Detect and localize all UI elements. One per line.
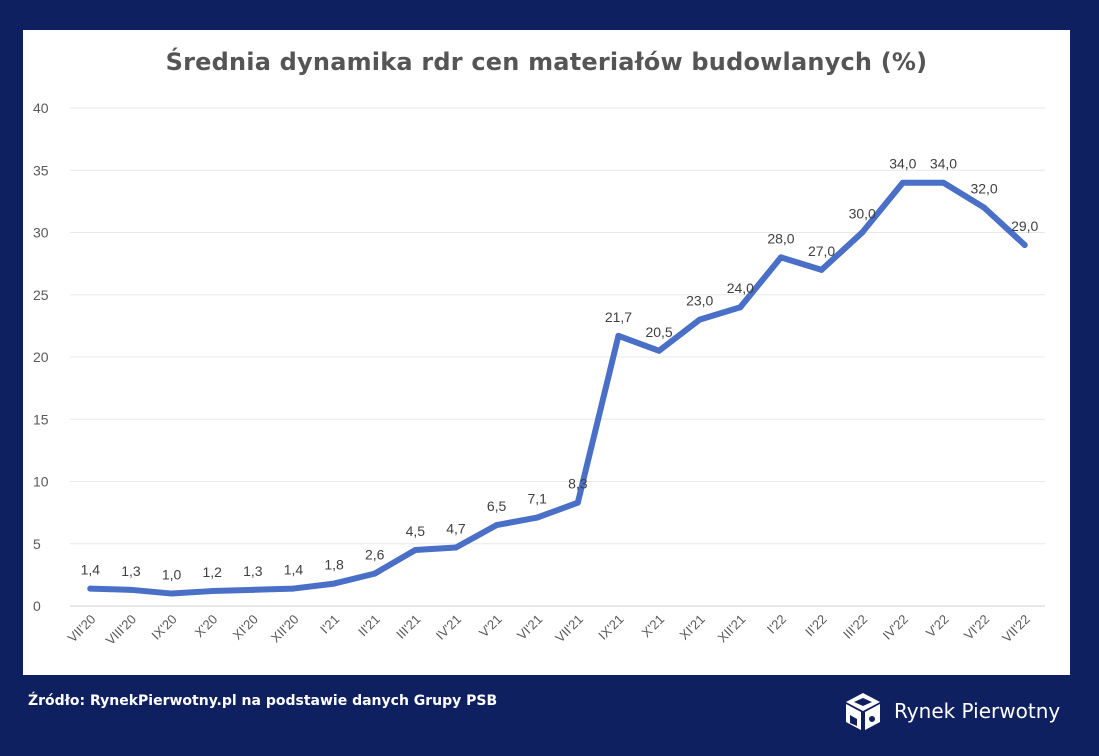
x-tick-label: I'22 — [764, 612, 789, 637]
data-point — [981, 204, 988, 211]
y-tick-label: 10 — [33, 474, 49, 490]
data-point — [615, 332, 622, 339]
data-point — [87, 585, 94, 592]
x-tick-label: III'22 — [840, 612, 870, 642]
data-label: 1,4 — [81, 562, 101, 578]
data-label: 27,0 — [808, 243, 835, 259]
x-tick-label: VII'21 — [552, 612, 586, 646]
data-point — [737, 304, 744, 311]
data-point — [696, 316, 703, 323]
data-point — [656, 347, 663, 354]
data-point — [168, 590, 175, 597]
data-point — [127, 586, 134, 593]
x-tick-label: IV'21 — [433, 612, 464, 643]
data-point — [331, 580, 338, 587]
x-tick-label: V'21 — [476, 612, 505, 641]
data-point — [899, 179, 906, 186]
data-point — [534, 514, 541, 521]
cube-logo-icon — [846, 693, 880, 730]
x-tick-label: V'22 — [923, 612, 952, 641]
data-point — [209, 588, 216, 595]
data-point — [412, 546, 419, 553]
x-tick-label: XI'20 — [230, 612, 261, 643]
y-tick-label: 30 — [33, 225, 49, 241]
x-tick-label: XII'20 — [268, 612, 302, 646]
source-note: Źródło: RynekPierwotny.pl na podstawie d… — [28, 693, 498, 709]
data-label: 1,0 — [162, 567, 182, 583]
y-tick-label: 0 — [33, 598, 41, 614]
y-tick-label: 15 — [33, 411, 49, 427]
data-label: 4,7 — [446, 520, 466, 536]
data-point — [859, 229, 866, 236]
data-label: 1,3 — [243, 563, 263, 579]
y-tick-label: 5 — [33, 536, 41, 552]
data-label: 1,3 — [121, 563, 141, 579]
data-label: 34,0 — [930, 156, 957, 172]
y-tick-label: 35 — [33, 162, 49, 178]
y-tick-label: 40 — [33, 100, 49, 116]
data-point — [493, 522, 500, 529]
line-chart: 0 5 10 15 20 25 30 35 40 VII'20 VIII'20 IX'20 X'20 XI… — [33, 100, 1045, 648]
data-label: 6,5 — [487, 498, 507, 514]
data-label: 28,0 — [767, 230, 794, 246]
data-label: 7,1 — [527, 491, 547, 507]
x-tick-label: VI'22 — [961, 612, 992, 643]
data-point — [818, 266, 825, 273]
data-point — [249, 586, 256, 593]
data-label: 21,7 — [605, 309, 632, 325]
x-tick-label: II'21 — [355, 612, 383, 640]
data-point — [371, 570, 378, 577]
data-point — [290, 585, 297, 592]
x-tick-label: III'21 — [393, 612, 423, 642]
data-label: 1,8 — [324, 557, 344, 573]
brand: Rynek Pierwotny — [842, 688, 1060, 734]
x-tick-label: X'20 — [192, 612, 221, 641]
y-tick-label: 20 — [33, 349, 49, 365]
x-tick-label: I'21 — [317, 612, 342, 637]
x-tick-label: VII'20 — [65, 612, 99, 646]
x-tick-label: XI'21 — [677, 612, 708, 643]
data-label: 29,0 — [1011, 218, 1038, 234]
x-tick-label: XII'21 — [715, 612, 749, 646]
x-tick-label: VI'21 — [514, 612, 545, 643]
x-tick-label: II'22 — [802, 612, 830, 640]
x-tick-label: VIII'20 — [103, 612, 139, 648]
data-label: 2,6 — [365, 547, 385, 563]
data-point — [452, 544, 459, 551]
data-label: 4,5 — [406, 523, 426, 539]
series-line — [87, 179, 1028, 597]
data-label: 30,0 — [849, 206, 876, 222]
data-point — [574, 499, 581, 506]
data-label: 8,3 — [568, 476, 588, 492]
chart-panel: Średnia dynamika rdr cen materiałów budo… — [23, 30, 1070, 675]
x-tick-label: VII'22 — [999, 612, 1033, 646]
data-point — [940, 179, 947, 186]
brand-name: Rynek Pierwotny — [894, 699, 1061, 723]
data-label: 24,0 — [727, 280, 754, 296]
data-point — [1021, 241, 1028, 248]
x-tick-label: IX'21 — [595, 612, 626, 643]
x-tick-label: X'21 — [638, 612, 667, 641]
x-tick-label: IV'22 — [880, 612, 911, 643]
data-label: 23,0 — [686, 293, 713, 309]
data-label: 34,0 — [889, 156, 916, 172]
y-tick-label: 25 — [33, 287, 49, 303]
data-label: 1,4 — [284, 562, 304, 578]
data-label: 32,0 — [970, 181, 997, 197]
x-tick-label: IX'20 — [148, 612, 179, 643]
chart-title: Średnia dynamika rdr cen materiałów budo… — [165, 48, 928, 76]
data-label: 20,5 — [645, 324, 672, 340]
data-label: 1,2 — [202, 564, 222, 580]
data-point — [777, 254, 784, 261]
